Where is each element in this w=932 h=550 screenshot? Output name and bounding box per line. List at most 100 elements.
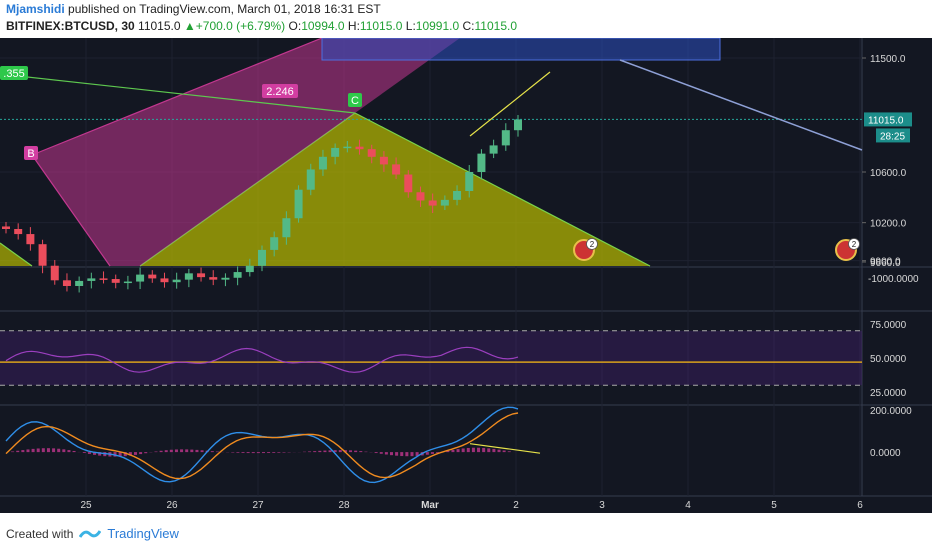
macd-histogram-bar	[323, 450, 327, 453]
macd-histogram-bar	[349, 450, 353, 453]
candle-body	[306, 169, 315, 190]
tradingview-link[interactable]: TradingView	[107, 526, 179, 541]
macd-histogram-bar	[123, 452, 127, 457]
candle-body	[123, 281, 132, 284]
macd-histogram-bar	[333, 450, 337, 453]
author-link[interactable]: Mjamshidi	[6, 2, 65, 16]
candle-body	[111, 279, 120, 283]
macd-histogram-bar	[246, 452, 250, 454]
macd-histogram-bar	[169, 449, 173, 453]
event-count: 2	[590, 240, 595, 249]
price-label: 11015.0	[138, 19, 181, 33]
macd-histogram-bar	[277, 452, 281, 453]
pattern-edge	[31, 38, 323, 156]
candle-body	[2, 226, 10, 229]
candle-body	[38, 244, 47, 266]
pattern-yellow-triangle	[140, 113, 650, 266]
pattern-label: C	[351, 95, 359, 107]
macd-histogram-bar	[359, 451, 363, 453]
resistance-zone	[321, 38, 721, 61]
macd-tick-label: 0.0000	[870, 448, 901, 459]
macd-histogram-bar	[430, 452, 434, 454]
rsi-tick-label: 50.0000	[870, 354, 907, 365]
macd-histogram-bar	[446, 450, 450, 453]
macd-histogram-bar	[200, 450, 204, 453]
last-price-box	[864, 112, 912, 127]
pattern-label: 2.246	[266, 86, 294, 98]
low-value: 10991.0	[415, 19, 460, 33]
price-tick-label: 9900.0	[870, 257, 901, 268]
candle-body	[209, 277, 218, 280]
macd-histogram-bar	[215, 451, 219, 453]
time-tick-label: 5	[771, 500, 777, 511]
macd-histogram-bar	[456, 449, 460, 453]
event-count-bubble	[848, 238, 860, 250]
macd-histogram-bar	[57, 448, 61, 453]
macd-histogram-bar	[256, 452, 260, 454]
macd-histogram-bar	[282, 452, 286, 453]
candle-body	[172, 279, 181, 283]
price-tick-label: 10600.0	[870, 168, 907, 179]
low-label: L:	[405, 19, 416, 33]
macd-histogram-bar	[482, 447, 486, 453]
macd-histogram-bar	[93, 452, 97, 455]
candle-body	[14, 229, 23, 235]
macd-histogram-bar	[492, 448, 496, 453]
macd-histogram-bar	[384, 452, 388, 455]
candle-body	[355, 146, 364, 150]
candle-body	[75, 280, 84, 286]
macd-histogram-bar	[400, 452, 404, 457]
candle-body	[62, 280, 71, 286]
pattern-label-box	[262, 84, 298, 98]
macd-histogram-bar	[502, 450, 506, 453]
last-price-label: 11015.0	[868, 115, 904, 126]
candles	[2, 115, 522, 293]
macd-histogram-bar	[236, 452, 240, 453]
high-value: 11015.0	[359, 19, 403, 33]
candle-body	[221, 277, 230, 280]
change-label: +700.0 (+6.79%)	[195, 19, 286, 33]
symbol-label: BITFINEX:BTCUSD, 30	[6, 19, 135, 33]
pattern-label: .355	[3, 68, 24, 80]
time-tick-label: Mar	[421, 500, 439, 511]
macd-histogram-bar	[128, 452, 132, 456]
macd-histogram-bar	[36, 448, 40, 453]
macd-histogram-bar	[46, 448, 50, 453]
candle-body	[245, 265, 254, 273]
macd-histogram-bar	[343, 450, 347, 453]
macd-histogram-bar	[164, 450, 168, 453]
candle-body	[416, 192, 425, 201]
chart-canvas[interactable]: 2.246 C B .355 2 2 11500.0 10600.0 10200.0 9900.…	[0, 38, 932, 513]
candle-body	[514, 119, 522, 131]
macd-histogram-bar	[118, 452, 122, 457]
macd-histogram-bar	[195, 449, 199, 453]
time-tick-label: 26	[166, 500, 178, 511]
pattern-edge	[354, 112, 651, 267]
macd-histogram-bar	[390, 452, 393, 456]
price-tick-label: 9660.0	[870, 258, 901, 269]
open-label: O:	[288, 19, 302, 33]
drawings: 2.246 C B .355 2 2	[0, 59, 863, 261]
macd-histogram-bar	[262, 452, 265, 454]
macd-divergence-line	[469, 443, 541, 454]
macd-histogram-bar	[410, 452, 414, 457]
macd-histogram-bar	[436, 452, 440, 453]
macd-histogram-bar	[67, 450, 71, 453]
macd-histogram-bar	[98, 452, 102, 456]
candle-body	[465, 172, 474, 191]
macd-histogram-bar	[26, 449, 30, 453]
macd-histogram-bar	[338, 450, 342, 453]
macd-histogram-bar	[210, 451, 214, 453]
macd-histogram-bar	[466, 447, 470, 453]
macd-histogram-bar	[62, 449, 66, 453]
event-count: 2	[852, 240, 857, 249]
time-axis: 25 26 27 28 Mar 2 3 4 5 6	[80, 500, 863, 511]
macd-histogram-bar	[471, 447, 475, 453]
macd-histogram-bar	[308, 451, 312, 453]
candle-body	[136, 274, 145, 282]
macd-histogram-bar	[497, 449, 501, 453]
macd-histogram-bar	[159, 450, 163, 453]
trend-line-yellow	[469, 71, 551, 137]
macd-histogram-bar	[154, 451, 158, 453]
macd-histogram-bar	[272, 452, 276, 453]
